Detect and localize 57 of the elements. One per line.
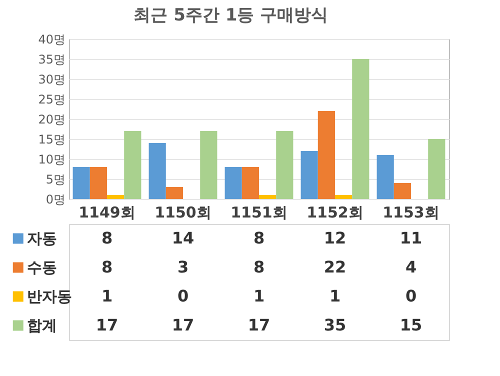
bar <box>124 131 142 199</box>
bar <box>166 187 183 199</box>
chart-title: 최근 5주간 1등 구매방식 <box>134 6 328 26</box>
data-label: 22 <box>324 258 346 276</box>
y-tick-label: 25명 <box>38 92 66 106</box>
bar <box>300 151 318 199</box>
y-tick-label: 5명 <box>46 172 66 186</box>
bar <box>394 183 411 199</box>
bar <box>376 155 394 199</box>
data-label: 8 <box>101 258 113 276</box>
bar <box>318 111 335 199</box>
data-label: 4 <box>405 258 417 276</box>
data-label: 3 <box>177 258 189 276</box>
y-tick-label: 40명 <box>38 32 66 46</box>
x-tick-label: 1151회 <box>230 204 288 222</box>
data-label: 8 <box>101 228 113 248</box>
y-tick-label: 0명 <box>46 192 66 206</box>
x-tick-label: 1150회 <box>154 204 212 222</box>
bar <box>335 195 352 199</box>
data-label: 1 <box>329 286 341 306</box>
data-label: 12 <box>324 228 346 248</box>
bar <box>224 167 242 199</box>
bar <box>352 59 370 199</box>
y-tick-label: 20명 <box>38 112 66 126</box>
bar <box>72 167 90 199</box>
legend-label: 반자동 <box>27 288 72 306</box>
data-label: 35 <box>324 316 346 334</box>
y-tick-label: 35명 <box>38 52 66 66</box>
legend-label: 자동 <box>27 230 58 248</box>
data-label: 11 <box>400 228 422 248</box>
y-tick-label: 30명 <box>38 72 66 86</box>
bar <box>428 139 446 199</box>
data-label: 0 <box>405 286 417 306</box>
x-tick-label: 1153회 <box>382 204 440 222</box>
x-tick-label: 1149회 <box>78 204 136 222</box>
y-tick-label: 15명 <box>38 132 66 146</box>
x-tick-label: 1152회 <box>306 204 364 222</box>
bar <box>259 195 276 199</box>
bar <box>107 195 124 199</box>
data-label: 8 <box>253 228 265 248</box>
data-label: 14 <box>172 228 194 248</box>
bar <box>242 167 259 199</box>
legend-label: 수동 <box>27 258 58 276</box>
data-label: 8 <box>253 258 265 276</box>
data-label: 1 <box>253 286 265 306</box>
data-label: 15 <box>400 316 422 334</box>
data-label: 1 <box>101 286 113 306</box>
data-label: 17 <box>248 316 270 334</box>
data-label: 17 <box>172 316 194 334</box>
bar <box>148 143 166 199</box>
data-label: 17 <box>96 316 118 334</box>
legend-label: 합계 <box>27 316 58 334</box>
bar <box>90 167 107 199</box>
data-label: 0 <box>177 286 189 306</box>
bar <box>200 131 218 199</box>
bar <box>276 131 294 199</box>
y-tick-label: 10명 <box>38 152 66 166</box>
